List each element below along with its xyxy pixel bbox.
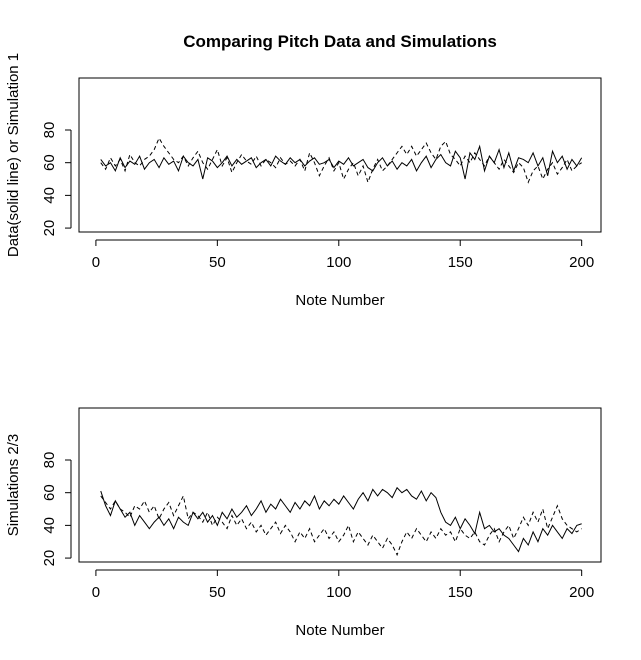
x-tick-label: 200 <box>569 254 594 271</box>
data-line <box>100 137 582 184</box>
x-axis-label: Note Number <box>295 292 384 309</box>
x-tick-label: 150 <box>448 254 473 271</box>
plot-frame <box>78 407 602 563</box>
data-line <box>100 486 582 553</box>
data-line <box>100 494 582 557</box>
x-tick-label: 50 <box>209 584 226 601</box>
chart-title: Comparing Pitch Data and Simulations <box>183 32 497 51</box>
y-tick-label: 80 <box>41 122 58 139</box>
x-tick-label: 50 <box>209 254 226 271</box>
x-axis-label: Note Number <box>295 622 384 639</box>
y-tick-label: 40 <box>41 187 58 204</box>
plot-frame <box>78 77 602 233</box>
y-tick-label: 80 <box>41 452 58 469</box>
y-tick-label: 60 <box>41 154 58 171</box>
y-tick-label: 60 <box>41 484 58 501</box>
y-tick-label: 20 <box>41 550 58 567</box>
y-axis-label: Data(solid line) or Simulation 1 <box>5 53 22 257</box>
x-tick-label: 0 <box>92 584 100 601</box>
x-tick-label: 150 <box>448 584 473 601</box>
x-tick-label: 200 <box>569 584 594 601</box>
x-tick-label: 100 <box>326 254 351 271</box>
y-tick-label: 40 <box>41 517 58 534</box>
x-tick-label: 0 <box>92 254 100 271</box>
x-tick-label: 100 <box>326 584 351 601</box>
y-tick-label: 20 <box>41 220 58 237</box>
y-axis-label: Simulations 2/3 <box>5 434 22 537</box>
data-line <box>100 144 583 180</box>
